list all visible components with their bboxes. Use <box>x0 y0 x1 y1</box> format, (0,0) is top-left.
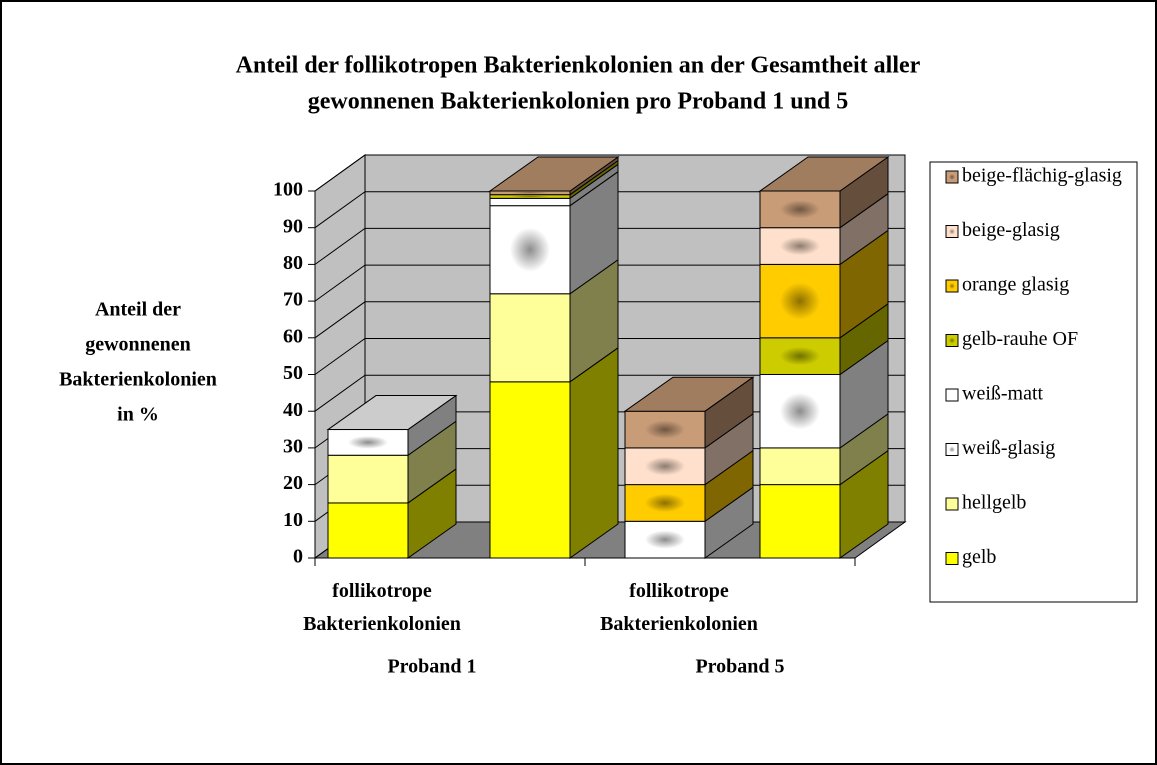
legend-label: gelb-rauhe OF <box>962 328 1078 350</box>
y-tick-label: 40 <box>283 399 303 421</box>
bar-segment <box>489 381 571 559</box>
legend-label: beige-glasig <box>962 219 1060 241</box>
legend-swatch <box>945 443 959 456</box>
legend-label: orange glasig <box>962 274 1069 296</box>
legend-label: weiß-matt <box>962 383 1044 405</box>
grid-line <box>314 227 905 265</box>
chart-title: gewonnenen Bakterienkolonien pro Proband… <box>308 89 849 115</box>
grid-line <box>314 301 905 339</box>
x-tick-label: follikotrope Bakterienkolonien <box>303 580 461 635</box>
legend-swatch <box>945 552 959 565</box>
legend-label: beige-flächig-glasig <box>962 165 1122 187</box>
grid-line <box>314 191 905 229</box>
bar-segment <box>489 205 571 295</box>
bar-segment <box>489 194 571 199</box>
legend-label: hellgelb <box>962 492 1026 514</box>
grid-line <box>314 154 905 192</box>
y-tick-label: 100 <box>273 179 303 201</box>
bar-segment <box>489 293 571 383</box>
bar-segment <box>327 502 409 559</box>
bar-segment <box>624 520 706 559</box>
legend-label: gelb <box>962 546 996 568</box>
legend-swatch <box>945 170 959 184</box>
y-tick-label: 30 <box>283 435 303 457</box>
bar-side <box>569 346 619 559</box>
y-tick-label: 50 <box>283 362 303 384</box>
group-label: Proband 1 <box>387 656 476 678</box>
y-tick-label: 20 <box>283 472 303 494</box>
legend-swatch <box>945 388 959 402</box>
bar-segment <box>759 263 841 339</box>
legend <box>929 161 1138 603</box>
bar-segment <box>759 337 841 375</box>
bar-segment <box>624 447 706 486</box>
y-tick-label: 10 <box>283 509 303 531</box>
y-tick-label: 80 <box>283 252 303 274</box>
x-tick-label: follikotrope Bakterienkolonien <box>600 580 758 635</box>
y-tick-label: 60 <box>283 325 303 347</box>
y-tick-label: 70 <box>283 289 303 311</box>
bar-top <box>758 156 890 192</box>
legend-label: weiß-glasig <box>962 437 1055 459</box>
bar-segment <box>489 190 571 196</box>
group-label: Proband 5 <box>695 656 784 678</box>
y-tick-label: 0 <box>293 546 303 568</box>
bar-top <box>488 156 620 192</box>
bar-segment <box>759 227 841 265</box>
bar-segment <box>759 447 841 486</box>
grid-line <box>314 374 905 412</box>
bar-segment <box>759 190 841 229</box>
bar-segment <box>624 410 706 449</box>
bar-segment <box>327 454 409 504</box>
bar-top <box>623 376 755 412</box>
legend-swatch <box>945 497 959 511</box>
y-axis-label: Bakterienkolonien <box>59 369 217 391</box>
y-tick-label: 90 <box>283 215 303 237</box>
bar-segment <box>624 484 706 522</box>
bar-segment <box>489 197 571 207</box>
y-axis-label: in % <box>117 404 159 426</box>
bar-segment <box>759 484 841 559</box>
bar-segment <box>759 374 841 449</box>
grid-line <box>314 264 905 302</box>
grid-line <box>314 338 905 375</box>
y-axis-label: Anteil der <box>95 299 181 321</box>
legend-swatch <box>945 225 959 238</box>
y-axis-label: gewonnenen <box>85 334 191 356</box>
bar-segment <box>327 429 409 456</box>
legend-swatch <box>945 279 959 293</box>
chart-title: Anteil der follikotropen Bakterienkoloni… <box>236 53 921 79</box>
legend-swatch <box>945 334 959 347</box>
bar-top <box>326 395 458 431</box>
